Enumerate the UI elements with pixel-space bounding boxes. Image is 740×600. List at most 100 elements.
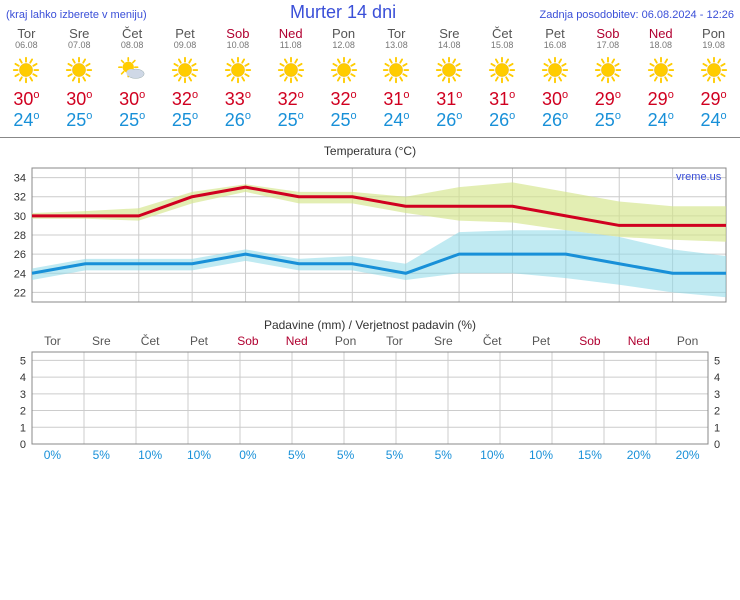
day-column: Sre 07.08 30o 25o	[53, 25, 106, 137]
day-date: 19.08	[687, 41, 740, 51]
day-column: Pon 19.08 29o 24o	[687, 25, 740, 137]
day-column: Sre 14.08 31o 26o	[423, 25, 476, 137]
day-column: Tor 13.08 31o 24o	[370, 25, 423, 137]
precip-probability: 10%	[126, 448, 175, 462]
svg-text:0: 0	[714, 439, 720, 448]
svg-text:28: 28	[14, 230, 26, 242]
temp-high: 29o	[581, 89, 634, 110]
day-date: 07.08	[53, 41, 106, 51]
temp-low: 24o	[0, 110, 53, 131]
forecast-table: Tor 06.08 30o 24o Sre 07.08 30o 25o Čet …	[0, 25, 740, 138]
day-name: Sre	[53, 27, 106, 41]
precip-probability: 5%	[370, 448, 419, 462]
precip-probability: 0%	[28, 448, 77, 462]
svg-text:3: 3	[20, 389, 26, 401]
weather-icon	[106, 53, 159, 87]
temp-low: 26o	[529, 110, 582, 131]
temp-low: 25o	[53, 110, 106, 131]
day-date: 10.08	[211, 41, 264, 51]
precip-day-label: Ned	[272, 334, 321, 348]
day-name: Sre	[423, 27, 476, 41]
precip-day-label: Sre	[77, 334, 126, 348]
svg-text:34: 34	[14, 173, 26, 185]
svg-text:1: 1	[714, 422, 720, 434]
svg-text:vreme.us: vreme.us	[676, 171, 722, 183]
temp-high: 30o	[53, 89, 106, 110]
temp-high: 31o	[476, 89, 529, 110]
temp-low: 25o	[581, 110, 634, 131]
header: (kraj lahko izberete v meniju) Murter 14…	[0, 0, 740, 25]
day-date: 16.08	[529, 41, 582, 51]
precip-probability: 10%	[468, 448, 517, 462]
day-name: Čet	[476, 27, 529, 41]
weather-icon	[476, 53, 529, 87]
temp-low: 26o	[423, 110, 476, 131]
precip-probability: 5%	[419, 448, 468, 462]
temp-high: 29o	[687, 89, 740, 110]
temp-high: 33o	[211, 89, 264, 110]
precip-chart-block: Padavine (mm) / Verjetnost padavin (%) T…	[0, 312, 740, 464]
precip-day-label: Pon	[321, 334, 370, 348]
svg-text:24: 24	[14, 268, 26, 280]
precip-probability: 15%	[565, 448, 614, 462]
precip-day-label: Ned	[614, 334, 663, 348]
temp-high: 31o	[370, 89, 423, 110]
precip-probability: 5%	[77, 448, 126, 462]
precip-day-label: Sob	[565, 334, 614, 348]
day-date: 18.08	[634, 41, 687, 51]
weather-icon	[634, 53, 687, 87]
svg-text:2: 2	[714, 406, 720, 418]
precip-probability: 5%	[272, 448, 321, 462]
precip-day-label: Sre	[419, 334, 468, 348]
precip-chart: 001122334455	[4, 348, 736, 448]
day-column: Pet 16.08 30o 26o	[529, 25, 582, 137]
temp-low: 26o	[211, 110, 264, 131]
precip-probability: 20%	[663, 448, 712, 462]
weather-icon	[159, 53, 212, 87]
temp-high: 31o	[423, 89, 476, 110]
day-column: Sob 10.08 33o 26o	[211, 25, 264, 137]
weather-icon	[423, 53, 476, 87]
precip-probability: 20%	[614, 448, 663, 462]
weather-icon	[317, 53, 370, 87]
day-date: 12.08	[317, 41, 370, 51]
svg-text:26: 26	[14, 249, 26, 261]
day-name: Čet	[106, 27, 159, 41]
weather-icon	[264, 53, 317, 87]
day-name: Sob	[581, 27, 634, 41]
day-name: Tor	[0, 27, 53, 41]
page-title: Murter 14 dni	[290, 2, 396, 23]
temp-high: 29o	[634, 89, 687, 110]
day-name: Sob	[211, 27, 264, 41]
temp-low: 25o	[317, 110, 370, 131]
temp-high: 32o	[159, 89, 212, 110]
temperature-chart: 22242628303234vreme.us	[4, 160, 736, 310]
svg-text:3: 3	[714, 389, 720, 401]
precip-day-label: Čet	[468, 334, 517, 348]
day-name: Ned	[634, 27, 687, 41]
temp-low: 24o	[634, 110, 687, 131]
precip-day-label: Tor	[28, 334, 77, 348]
day-date: 14.08	[423, 41, 476, 51]
precip-day-label: Sob	[223, 334, 272, 348]
day-column: Pon 12.08 32o 25o	[317, 25, 370, 137]
day-column: Ned 11.08 32o 25o	[264, 25, 317, 137]
svg-text:5: 5	[20, 356, 26, 368]
precip-day-label: Tor	[370, 334, 419, 348]
temp-low: 25o	[264, 110, 317, 131]
day-date: 11.08	[264, 41, 317, 51]
precip-probability: 10%	[175, 448, 224, 462]
precip-chart-title: Padavine (mm) / Verjetnost padavin (%)	[4, 318, 736, 332]
temp-low: 25o	[106, 110, 159, 131]
day-date: 09.08	[159, 41, 212, 51]
temp-high: 30o	[106, 89, 159, 110]
day-date: 08.08	[106, 41, 159, 51]
weather-icon	[687, 53, 740, 87]
temp-low: 24o	[687, 110, 740, 131]
svg-text:2: 2	[20, 406, 26, 418]
svg-text:0: 0	[20, 439, 26, 448]
temp-low: 24o	[370, 110, 423, 131]
temp-low: 25o	[159, 110, 212, 131]
menu-hint: (kraj lahko izberete v meniju)	[6, 9, 147, 21]
precip-day-label: Pet	[175, 334, 224, 348]
